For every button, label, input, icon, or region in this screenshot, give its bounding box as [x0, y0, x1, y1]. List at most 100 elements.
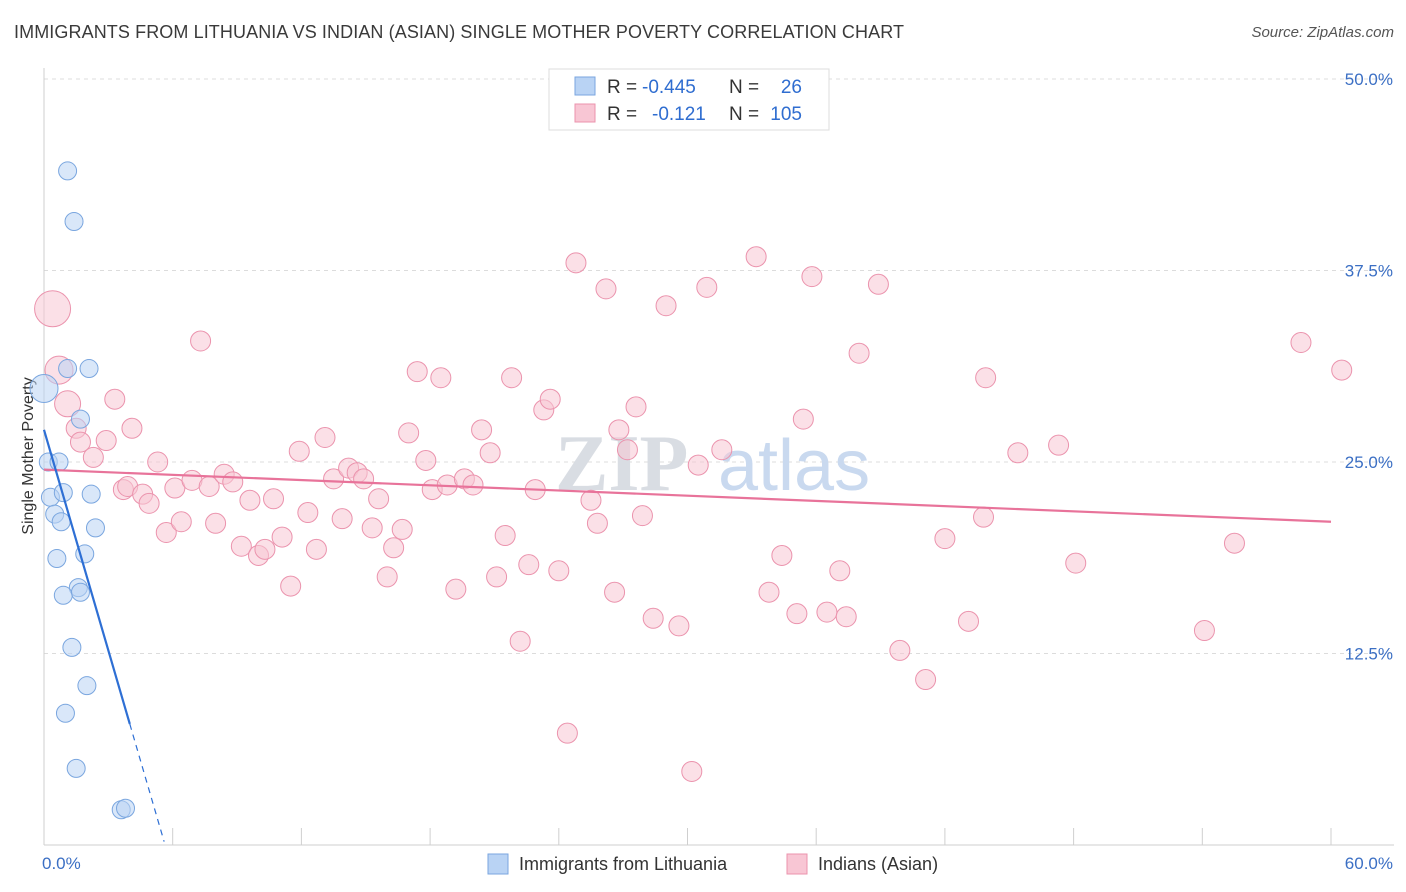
indians-point-30: [288, 440, 310, 462]
indians-point-0: [34, 290, 72, 328]
indians-point-54: [479, 442, 501, 464]
indians-point-71: [616, 439, 638, 461]
indians-point-40: [368, 488, 390, 510]
indians-point-27: [263, 488, 285, 510]
indians-point-76: [668, 615, 690, 637]
indians-point-88: [829, 560, 851, 582]
gridlines: [44, 78, 1394, 654]
indians-point-23: [230, 535, 252, 557]
lithuania-point-12: [51, 512, 71, 532]
legend-box: [548, 68, 830, 131]
indians-point-57: [501, 367, 523, 389]
indians-point-44: [398, 422, 420, 444]
indians-point-67: [586, 512, 608, 534]
bottom-legend-label-1: Immigrants from Lithuania: [519, 854, 728, 874]
trend-line-lithuania: [42, 429, 131, 725]
indians-point-84: [786, 603, 808, 625]
lithuania-point-10: [81, 484, 101, 504]
y-tick-label-1: 25.0%: [1345, 453, 1393, 472]
chart-title: IMMIGRANTS FROM LITHUANIA VS INDIAN (ASI…: [14, 22, 905, 42]
indians-point-66: [580, 489, 602, 511]
indians-point-78: [687, 454, 709, 476]
indians-point-102: [1223, 532, 1245, 554]
legend-r-value-2: -0.121: [652, 104, 706, 125]
indians-point-22: [222, 471, 244, 493]
indians-point-70: [608, 419, 630, 441]
indians-point-87: [816, 601, 838, 623]
indians-point-75: [655, 295, 677, 317]
indians-point-16: [170, 511, 192, 533]
indians-point-79: [696, 276, 718, 298]
indians-point-80: [711, 439, 733, 461]
bottom-legend-swatch-pink: [786, 853, 808, 875]
bottom-legend: Immigrants from Lithuania Indians (Asian…: [487, 853, 938, 875]
indians-point-99: [1048, 434, 1070, 456]
lithuania-point-3: [58, 359, 78, 379]
lithuania-point-18: [70, 582, 90, 602]
indians-point-56: [494, 525, 516, 547]
indians-point-33: [314, 426, 336, 448]
indians-point-13: [147, 451, 169, 473]
indians-point-83: [771, 544, 793, 566]
trend-line-indians: [43, 468, 1332, 523]
series-indians-points: [34, 246, 1353, 782]
indians-point-97: [975, 367, 997, 389]
legend-r-label-2: R =: [607, 104, 637, 125]
indians-point-58: [509, 630, 531, 652]
lithuania-point-17: [53, 585, 73, 605]
indians-point-41: [376, 566, 398, 588]
indians-point-65: [565, 252, 587, 274]
lithuania-point-4: [79, 359, 99, 379]
bottom-legend-label-2: Indians (Asian): [818, 854, 938, 874]
legend-r-label-1: R =: [607, 77, 637, 98]
y-tick-label-3: 50.0%: [1345, 70, 1393, 89]
legend-swatch-pink: [574, 103, 596, 123]
trend-lines: [42, 429, 1332, 842]
indians-point-62: [539, 388, 561, 410]
legend-n-value-1: 26: [781, 77, 802, 98]
indians-point-32: [305, 538, 327, 560]
x-tick-label-0: 0.0%: [42, 854, 81, 873]
indians-point-50: [445, 578, 467, 600]
indians-point-72: [625, 396, 647, 418]
indians-point-7: [95, 430, 117, 452]
y-tick-label-2: 37.5%: [1345, 262, 1393, 281]
lithuania-point-1: [64, 211, 84, 231]
indians-point-45: [406, 361, 428, 383]
indians-point-18: [190, 330, 212, 352]
indians-point-104: [1331, 359, 1353, 381]
indians-point-73: [631, 505, 653, 527]
indians-point-39: [361, 517, 383, 539]
y-tick-label-0: 12.5%: [1345, 645, 1393, 664]
indians-point-91: [867, 273, 889, 295]
lithuania-point-21: [55, 703, 75, 723]
legend-n-label-2: N =: [729, 104, 759, 125]
legend-n-label-1: N =: [729, 77, 759, 98]
indians-point-43: [391, 518, 413, 540]
indians-point-42: [383, 537, 405, 559]
indians-point-96: [973, 506, 995, 528]
indians-point-8: [121, 417, 143, 439]
indians-point-55: [486, 566, 508, 588]
indians-point-89: [835, 606, 857, 628]
indians-point-5: [82, 446, 104, 468]
legend-swatch-blue: [574, 76, 596, 96]
y-tick-labels: 12.5% 25.0% 37.5% 50.0%: [1345, 70, 1393, 664]
lithuania-point-13: [85, 518, 105, 538]
watermark-atlas: atlas: [718, 426, 870, 506]
lithuania-point-2: [29, 373, 59, 403]
indians-point-28: [271, 526, 293, 548]
indians-point-35: [331, 508, 353, 530]
indians-point-59: [518, 554, 540, 576]
indians-point-74: [642, 607, 664, 629]
indians-point-86: [801, 266, 823, 288]
indians-point-24: [239, 489, 261, 511]
indians-point-53: [471, 419, 493, 441]
indians-point-94: [934, 528, 956, 550]
indians-point-103: [1290, 332, 1312, 354]
indians-point-68: [595, 278, 617, 300]
indians-point-31: [297, 502, 319, 524]
indians-point-12: [138, 492, 160, 514]
chart-source: Source: ZipAtlas.com: [1251, 24, 1394, 41]
